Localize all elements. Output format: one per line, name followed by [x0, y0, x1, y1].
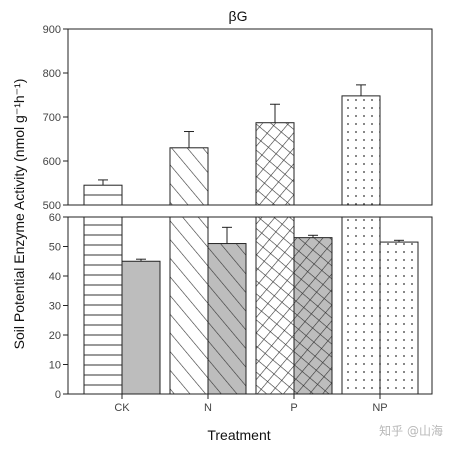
bar-upper-N — [169, 147, 209, 205]
error-bars — [98, 84, 404, 262]
bar-lower-tall-N — [169, 217, 209, 394]
y-tick-label-upper: 900 — [43, 24, 61, 36]
x-tick-label-P: P — [290, 402, 297, 414]
y-tick-label-lower: 30 — [49, 301, 61, 313]
upper-panel-bars — [83, 95, 381, 205]
y-ticks-upper: 500 600 700 800 900 — [43, 24, 68, 212]
bar-lower-short-CK — [121, 260, 161, 395]
bar-lower-short-NP — [379, 241, 419, 395]
bar-lower-tall-NP — [341, 217, 381, 394]
x-tick-label-N: N — [204, 402, 212, 414]
y-tick-label-upper: 500 — [43, 200, 61, 212]
bar-upper-P — [255, 122, 295, 205]
y-tick-label-upper: 600 — [43, 156, 61, 168]
lower-panel-bars — [83, 217, 419, 395]
y-tick-label-lower: 20 — [49, 330, 61, 342]
bar-lower-short-N — [207, 243, 247, 395]
y-tick-label-upper: 700 — [43, 112, 61, 124]
x-tick-label-CK: CK — [114, 402, 130, 414]
bar-lower-tall-P — [255, 217, 295, 394]
y-tick-label-upper: 800 — [43, 68, 61, 80]
bar-lower-tall-CK — [83, 217, 123, 394]
x-tick-label-NP: NP — [372, 402, 387, 414]
y-tick-label-lower: 40 — [49, 271, 61, 283]
bar-upper-NP — [341, 95, 381, 205]
y-tick-label-lower: 10 — [49, 360, 61, 372]
y-ticks-lower: 0 10 20 30 40 50 60 — [49, 212, 68, 401]
y-tick-label-lower: 60 — [49, 212, 61, 224]
x-axis-title: Treatment — [207, 427, 270, 443]
x-ticks: CK N P NP — [114, 394, 388, 414]
y-tick-label-lower: 50 — [49, 242, 61, 254]
bar-lower-short-P — [293, 237, 333, 395]
chart-title: βG — [229, 8, 248, 24]
watermark-text: 知乎 @山海 — [379, 423, 443, 438]
y-tick-label-lower: 0 — [55, 389, 61, 401]
y-axis-title: Soil Potential Enzyme Activity (nmol g⁻¹… — [11, 79, 27, 350]
bar-upper-CK — [83, 184, 123, 205]
